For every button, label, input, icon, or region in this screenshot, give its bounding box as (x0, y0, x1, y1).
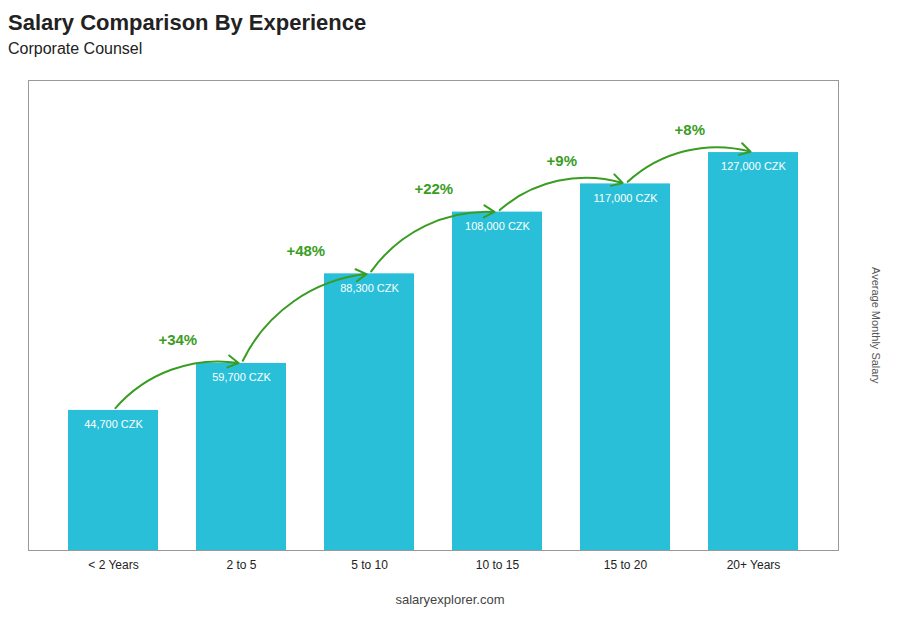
svg-text:59,700 CZK: 59,700 CZK (212, 371, 271, 383)
html-text:Salary Comparison By Experienc: Salary Comparison By Experience (8, 10, 367, 35)
svg-text:2 to 5: 2 to 5 (226, 558, 256, 572)
svg-text:+48%: +48% (286, 242, 325, 259)
svg-text:< 2 Years: < 2 Years (88, 558, 138, 572)
svg-text:+9%: +9% (547, 152, 577, 169)
svg-text:117,000 CZK: 117,000 CZK (593, 192, 658, 204)
svg-text:108,000 CZK: 108,000 CZK (465, 220, 530, 232)
svg-text:5 to 10: 5 to 10 (351, 558, 388, 572)
svg-text:127,000 CZK: 127,000 CZK (721, 160, 786, 172)
svg-text:44,700 CZK: 44,700 CZK (84, 418, 143, 430)
html-text:Corporate Counsel: Corporate Counsel (8, 40, 143, 57)
svg-text:20+ Years: 20+ Years (727, 558, 781, 572)
svg-text:10 to 15: 10 to 15 (476, 558, 520, 572)
html-text:salaryexplorer.com: salaryexplorer.com (395, 592, 505, 607)
svg-text:+34%: +34% (158, 331, 197, 348)
svg-text:+22%: +22% (414, 180, 453, 197)
svg-text:15 to 20: 15 to 20 (604, 558, 648, 572)
svg-text:88,300 CZK: 88,300 CZK (340, 282, 399, 294)
svg-text:+8%: +8% (675, 121, 705, 138)
html-text:Average Monthly Salary: Average Monthly Salary (870, 266, 882, 384)
